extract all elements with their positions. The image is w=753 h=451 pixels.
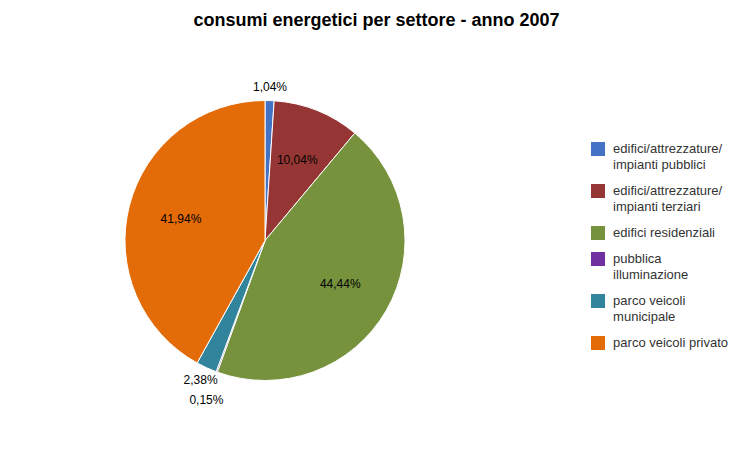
svg-text:41,94%: 41,94% [161, 212, 202, 226]
html-text:impianti terziari: impianti terziari [613, 198, 701, 214]
html-text:parco veicoli privato: parco veicoli privato [613, 334, 728, 350]
html-text:illuminazione: illuminazione [613, 266, 689, 282]
html-text:pubblica: pubblica [613, 250, 662, 266]
svg-text:0,15%: 0,15% [189, 393, 223, 407]
html-text:edifici residenziali: edifici residenziali [613, 224, 715, 240]
html-text:parco veicoli: parco veicoli [613, 292, 686, 308]
html-text:consumi energetici per settore: consumi energetici per settore - anno 20… [193, 10, 560, 30]
svg-text:44,44%: 44,44% [320, 277, 361, 291]
html-text:edifici/attrezzature/: edifici/attrezzature/ [613, 140, 723, 156]
svg-text:1,04%: 1,04% [253, 80, 287, 94]
html-text:municipale: municipale [613, 308, 676, 324]
svg-text:2,38%: 2,38% [184, 373, 218, 387]
html-text:impianti pubblici: impianti pubblici [613, 156, 706, 172]
html-text:edifici/attrezzature/: edifici/attrezzature/ [613, 182, 723, 198]
svg-text:10,04%: 10,04% [277, 153, 318, 167]
